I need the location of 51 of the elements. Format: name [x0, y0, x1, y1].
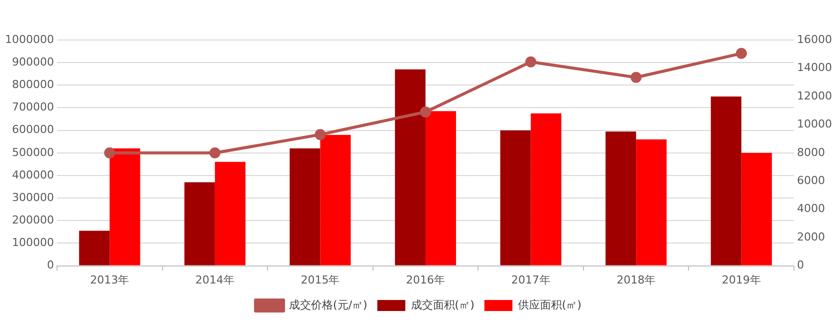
point — [630, 72, 642, 83]
x-tick-label: 2018年 — [616, 273, 656, 286]
x-tick-label: 2017年 — [511, 273, 550, 286]
x-tick-label: 2019年 — [722, 273, 761, 286]
bar — [636, 139, 667, 266]
bar — [290, 148, 320, 266]
y-tick-label: 600000 — [12, 123, 54, 136]
bar — [426, 111, 456, 266]
y2-tick-label: 16000 — [797, 32, 832, 46]
point — [314, 129, 326, 140]
y-tick-label: 700000 — [12, 100, 54, 114]
bar — [710, 96, 742, 266]
legend-label: 成交面积(㎡) — [410, 298, 474, 312]
y-tick-label: 300000 — [12, 190, 54, 204]
y2-tick-label: 10000 — [797, 118, 832, 131]
legend-label: 成交价格(元/㎡) — [289, 298, 368, 312]
y-tick-label: 800000 — [12, 78, 54, 92]
legend-label: 供应面积(㎡) — [518, 298, 582, 312]
x-tick-label: 2016年 — [406, 273, 445, 286]
bar — [184, 182, 215, 266]
bar — [530, 113, 562, 266]
point — [736, 48, 747, 59]
y2-tick-label: 8000 — [797, 146, 826, 159]
bar — [214, 162, 246, 266]
y-tick-label: 1000000 — [4, 32, 54, 46]
y2-tick-label: 2000 — [797, 230, 826, 244]
point — [525, 56, 536, 68]
bar — [320, 134, 351, 266]
y2-tick-label: 4000 — [797, 202, 826, 216]
bar — [110, 148, 140, 266]
y2-tick-label: 12000 — [797, 89, 832, 102]
y-tick-label: 200000 — [12, 214, 54, 226]
bar — [606, 131, 636, 266]
y2-tick-label: 0 — [797, 258, 804, 272]
bar — [741, 152, 772, 266]
y-tick-label: 500000 — [12, 146, 54, 159]
y-tick-label: 100000 — [12, 236, 54, 250]
point — [420, 106, 431, 118]
x-tick-label: 2013年 — [90, 273, 130, 286]
point — [104, 147, 116, 158]
y2-tick-label: 14000 — [797, 61, 832, 74]
point — [209, 147, 220, 158]
bar — [394, 69, 426, 266]
y2-tick-label: 6000 — [797, 174, 826, 187]
bar — [79, 230, 110, 266]
y-tick-label: 0 — [46, 258, 54, 272]
y-tick-label: 400000 — [12, 168, 54, 182]
x-tick-label: 2014年 — [195, 273, 234, 286]
y-tick-label: 900000 — [12, 55, 54, 68]
x-tick-label: 2015年 — [300, 273, 340, 286]
bar — [500, 130, 531, 266]
